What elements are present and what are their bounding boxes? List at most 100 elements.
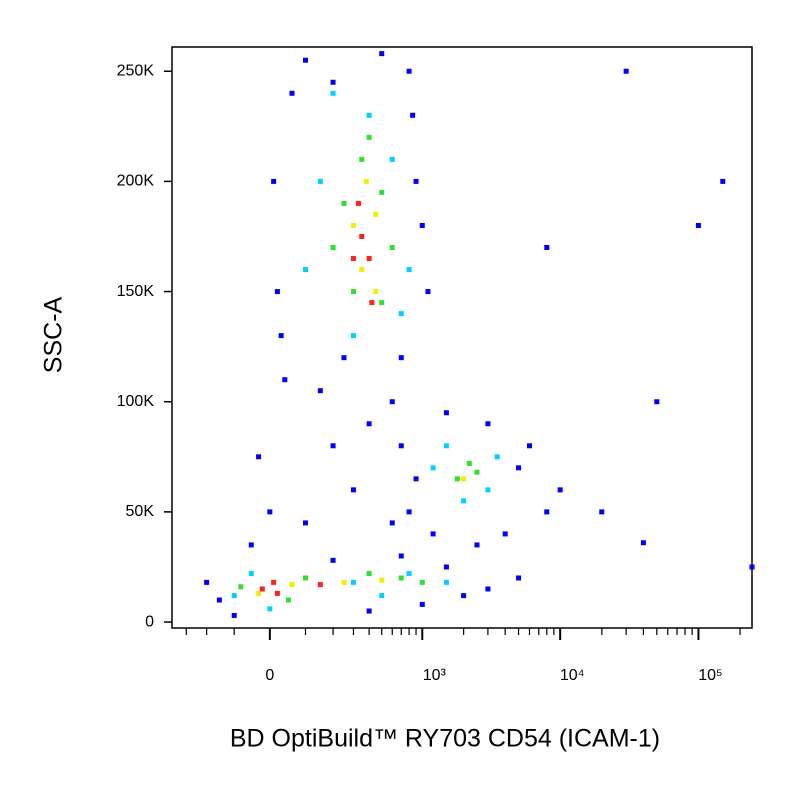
event-dot [640, 540, 646, 546]
event-dot [278, 333, 284, 339]
event-dot [366, 571, 372, 577]
event-dot [366, 112, 372, 118]
event-dot [330, 90, 336, 96]
event-dot [443, 564, 449, 570]
event-dot [454, 476, 460, 482]
event-dot [389, 156, 395, 162]
event-dot [419, 222, 425, 228]
y-axis-label: SSC-A [40, 296, 68, 373]
event-dot [474, 469, 480, 475]
event-dot [366, 421, 372, 427]
event-dot [359, 233, 365, 239]
event-dot [544, 244, 550, 250]
event-dot [516, 465, 522, 471]
event-dot [406, 267, 412, 273]
event-dot [350, 333, 356, 339]
event-dot [398, 575, 404, 581]
event-dot [419, 579, 425, 585]
event-dot [238, 584, 244, 590]
event-dot [259, 586, 265, 592]
event-dot [317, 582, 323, 588]
event-dot [350, 487, 356, 493]
event-dot [557, 487, 563, 493]
event-dot [271, 178, 277, 184]
event-dot [389, 399, 395, 405]
event-dot [443, 579, 449, 585]
event-dot [485, 487, 491, 493]
event-dot [302, 520, 308, 526]
event-dot [413, 178, 419, 184]
event-dot [302, 57, 308, 63]
event-dot [231, 612, 237, 618]
event-dot [544, 509, 550, 515]
event-dot [366, 134, 372, 140]
event-dot [256, 454, 262, 460]
event-dot [623, 68, 629, 74]
y-tick-label: 100K [117, 393, 155, 410]
event-dot [502, 531, 508, 537]
event-dot [317, 388, 323, 394]
event-dot [379, 300, 385, 306]
event-dot [443, 410, 449, 416]
event-dot [341, 579, 347, 585]
event-dot [350, 256, 356, 262]
event-dot [271, 579, 277, 585]
event-dot [204, 579, 210, 585]
event-dot [285, 597, 291, 603]
event-dot [216, 597, 222, 603]
event-dot [366, 256, 372, 262]
event-dot [461, 593, 467, 599]
event-dot [289, 582, 295, 588]
event-dot [267, 606, 273, 612]
event-dot [356, 200, 362, 206]
event-dot [461, 498, 467, 504]
event-dot [256, 590, 262, 596]
event-dot [406, 509, 412, 515]
event-dot [359, 267, 365, 273]
y-tick-label: 250K [117, 62, 155, 79]
event-dot [302, 267, 308, 273]
event-dot [485, 421, 491, 427]
event-dot [379, 189, 385, 195]
event-dot [398, 355, 404, 361]
event-dot [398, 311, 404, 317]
event-dot [341, 200, 347, 206]
event-dot [720, 178, 726, 184]
event-dot [350, 579, 356, 585]
event-dot [398, 443, 404, 449]
event-dot [330, 557, 336, 563]
event-dot [389, 244, 395, 250]
event-dot [599, 509, 605, 515]
event-dot [398, 553, 404, 559]
x-tick-label: 10³ [423, 667, 447, 684]
event-dot [267, 509, 273, 515]
x-tick-label: 0 [265, 667, 274, 684]
event-dot [485, 586, 491, 592]
event-dot [406, 571, 412, 577]
event-dot [379, 593, 385, 599]
event-dot [274, 289, 280, 295]
event-dot [419, 601, 425, 607]
event-dot [373, 289, 379, 295]
x-axis-label: BD OptiBuild™ RY703 CD54 (ICAM-1) [230, 725, 660, 753]
event-dot [274, 590, 280, 596]
event-dot [359, 156, 365, 162]
event-dot [389, 520, 395, 526]
event-dot [302, 575, 308, 581]
event-dot [289, 90, 295, 96]
event-dot [695, 222, 701, 228]
event-dot [330, 79, 336, 85]
event-dot [248, 571, 254, 577]
event-dot [749, 564, 755, 570]
event-dot [443, 443, 449, 449]
event-dot [330, 244, 336, 250]
event-dot [369, 300, 375, 306]
event-dot [379, 51, 385, 57]
event-dot [430, 531, 436, 537]
event-dot [231, 593, 237, 599]
event-dot [430, 465, 436, 471]
event-dot [406, 68, 412, 74]
event-dot [317, 178, 323, 184]
event-dot [330, 443, 336, 449]
